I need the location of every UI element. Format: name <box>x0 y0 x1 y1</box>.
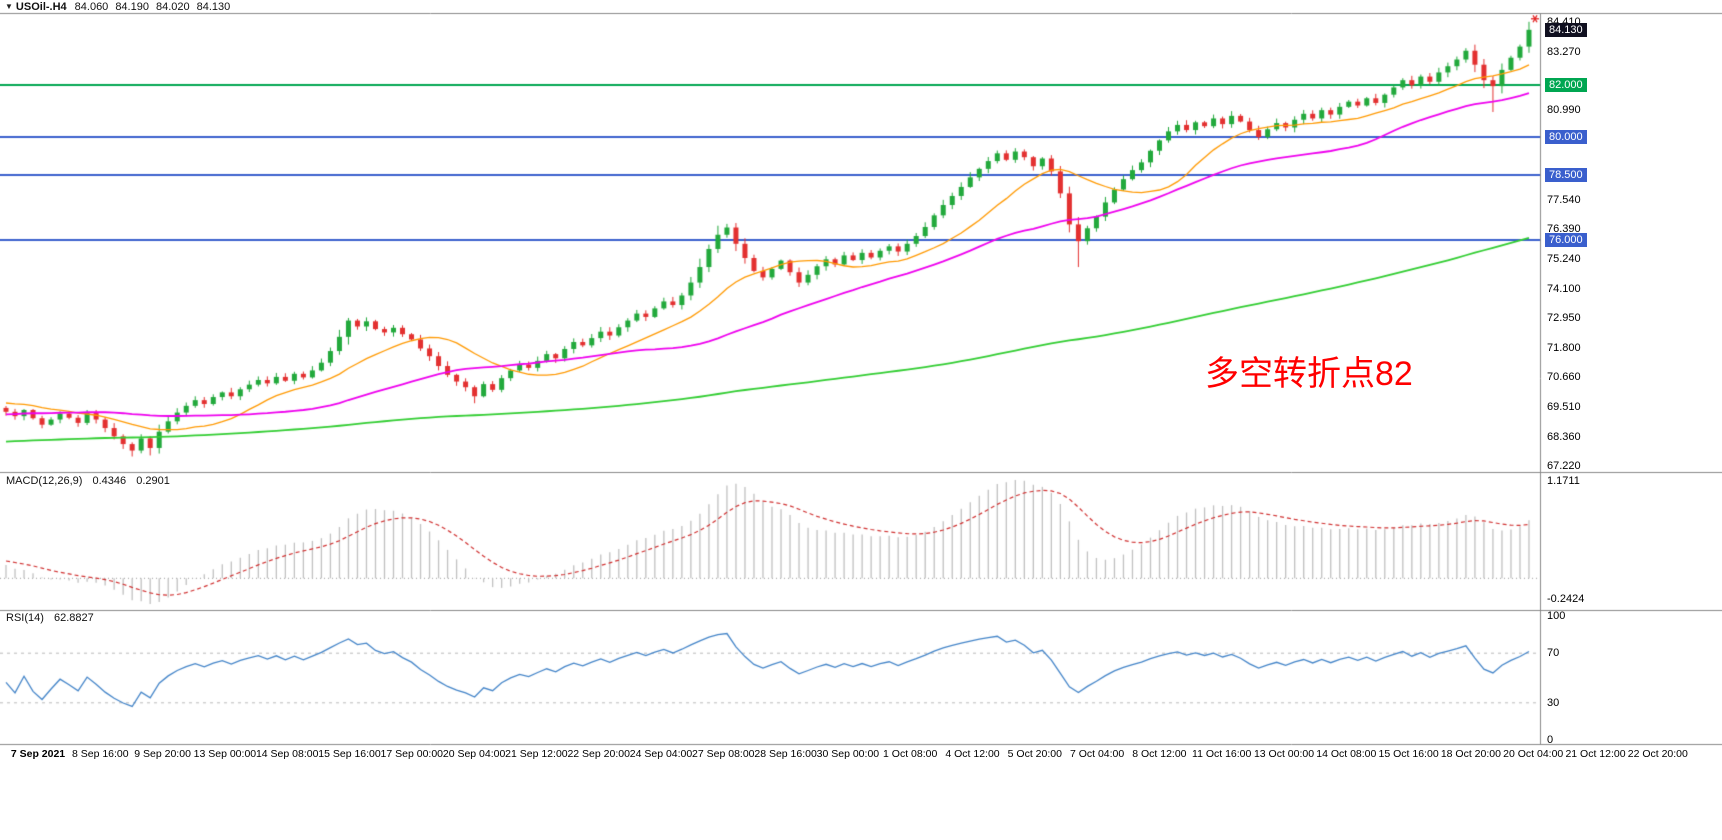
ohlc-open: 84.060 <box>74 0 109 13</box>
time-label: 8 Oct 12:00 <box>1132 748 1187 760</box>
macd-axis: 1.1711 -0.2424 <box>1544 0 1720 840</box>
macd-signal-value: 0.2901 <box>136 475 170 487</box>
time-label: 22 Sep 20:00 <box>567 748 630 760</box>
price-tick-label: 83.270 <box>1547 45 1581 58</box>
time-label: 1 Oct 08:00 <box>883 748 938 760</box>
price-tick-label: 80.990 <box>1547 104 1581 117</box>
macd-name: MACD(12,26,9) <box>6 475 83 487</box>
price-tick-label: 70.660 <box>1547 371 1581 384</box>
ohlc-low: 84.020 <box>155 0 190 13</box>
price-tick-label: 69.510 <box>1547 401 1581 414</box>
time-label: 14 Oct 08:00 <box>1316 748 1377 760</box>
price-tick-label: 75.240 <box>1547 253 1581 266</box>
current-price-badge: 84.130 <box>1545 22 1587 37</box>
time-label: 14 Sep 08:00 <box>255 748 319 760</box>
time-label: 15 Sep 16:00 <box>318 748 381 760</box>
price-axis: 84.41083.27080.99079.83077.54076.39075.2… <box>1544 0 1720 840</box>
price-tick-label: 76.390 <box>1547 223 1581 236</box>
ohlc-high: 84.190 <box>115 0 149 13</box>
time-label: 22 Oct 20:00 <box>1627 748 1688 760</box>
macd-main-value: 0.4346 <box>92 475 127 487</box>
rsi-name: RSI(14) <box>6 612 44 624</box>
rsi-value: 62.8827 <box>53 612 94 624</box>
time-label: 13 Oct 00:00 <box>1253 748 1315 760</box>
chart-title-bar: ▼ USOil-.H4 84.060 84.190 84.020 84.130 <box>5 0 237 13</box>
rsi-axis-tick: 100 <box>1547 610 1566 622</box>
macd-axis-min: -0.2424 <box>1547 593 1585 605</box>
time-label: 20 Sep 04:00 <box>442 748 506 760</box>
time-label: 21 Sep 12:00 <box>505 748 568 760</box>
time-label: 30 Sep 00:00 <box>816 748 880 760</box>
time-label: 27 Sep 08:00 <box>692 748 755 760</box>
rsi-indicator-label: RSI(14) 62.8827 <box>6 612 101 624</box>
time-label: 15 Oct 16:00 <box>1378 748 1439 760</box>
time-label: 13 Sep 00:00 <box>193 748 257 760</box>
macd-indicator-label: MACD(12,26,9) 0.4346 0.2901 <box>6 475 177 487</box>
price-tick-label: 72.950 <box>1547 312 1581 325</box>
rsi-axis-tick: 30 <box>1547 696 1560 709</box>
time-label: 7 Oct 04:00 <box>1069 748 1125 760</box>
annotation-text: 多空转折点82 <box>1205 355 1413 393</box>
time-label: 9 Sep 20:00 <box>134 748 191 760</box>
time-label: 17 Sep 00:00 <box>380 748 444 760</box>
time-label: 4 Oct 12:00 <box>945 748 1000 760</box>
rsi-axis-tick: 70 <box>1547 647 1560 660</box>
price-tick-label: 71.800 <box>1547 341 1581 354</box>
rsi-axis: 100 70 30 0 <box>1544 0 1720 840</box>
time-label: 7 Sep 2021 <box>10 748 66 760</box>
price-tick-label: 67.220 <box>1547 460 1581 473</box>
price-level-badge[interactable]: 78.500 <box>1545 168 1587 183</box>
time-label: 20 Oct 04:00 <box>1503 748 1564 760</box>
ohlc-close: 84.130 <box>196 0 231 13</box>
symbol-dropdown-icon[interactable]: ▼ <box>5 1 13 11</box>
time-label: 11 Oct 16:00 <box>1192 748 1252 760</box>
time-axis: 7 Sep 2021 8 Sep 16:00 9 Sep 20:00 13 Sep 0… <box>0 746 1722 764</box>
time-label: 21 Oct 12:00 <box>1565 748 1626 760</box>
time-label: 18 Oct 20:00 <box>1440 748 1501 760</box>
time-label: 28 Sep 16:00 <box>754 748 817 760</box>
price-level-badge[interactable]: 82.000 <box>1545 77 1587 92</box>
time-label: 5 Oct 20:00 <box>1007 748 1062 760</box>
price-tick-label: 74.100 <box>1547 282 1581 295</box>
time-label: 8 Sep 16:00 <box>71 748 129 760</box>
price-tick-label: 68.360 <box>1547 430 1581 443</box>
time-label: 24 Sep 04:00 <box>629 748 693 760</box>
rsi-axis-tick: 0 <box>1547 734 1554 746</box>
price-tick-label: 77.540 <box>1547 193 1581 206</box>
macd-axis-max: 1.1711 <box>1547 475 1580 487</box>
price-level-badge[interactable]: 76.000 <box>1545 232 1587 247</box>
price-level-badge[interactable]: 80.000 <box>1545 129 1587 144</box>
symbol-timeframe-label: USOil-.H4 <box>15 0 67 13</box>
